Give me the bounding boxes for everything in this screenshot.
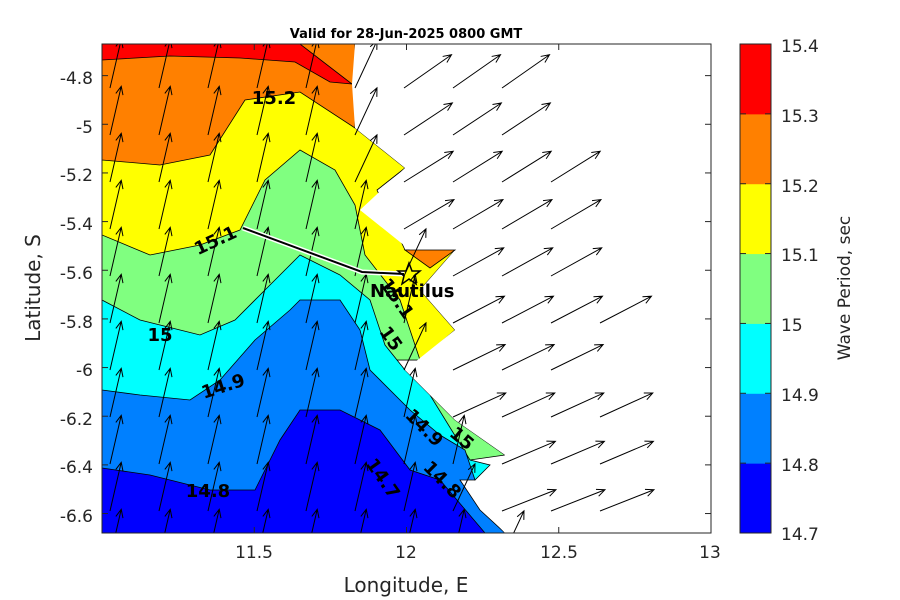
plot-area: 15.2 15.1 15 14.9 14.8 14.7 14.9 14.8 15… — [102, 39, 711, 558]
colorbar-tick-label: 15.4 — [781, 37, 819, 57]
colorbar-band — [740, 393, 771, 463]
y-tick-label: -6.4 — [60, 458, 93, 478]
colorbar-band — [740, 184, 771, 254]
colorbar-tick-label: 15.1 — [781, 246, 819, 266]
colorbar-band — [740, 254, 771, 324]
x-tick-label: 11.5 — [235, 543, 273, 563]
nautilus-label: Nautilus — [370, 281, 455, 302]
x-tick-label: 13 — [699, 543, 721, 563]
y-axis-label: Latitude, S — [21, 234, 45, 342]
colorbar-tick-label: 14.7 — [781, 525, 819, 545]
y-tick-label: -6.6 — [60, 507, 93, 527]
colorbar-band — [740, 114, 771, 184]
colorbar-bands — [740, 44, 771, 534]
colorbar-tick-label: 15 — [781, 316, 803, 336]
colorbar-tick-label: 15.3 — [781, 107, 819, 127]
map-title: Valid for 28-Jun-2025 0800 GMT — [290, 27, 523, 42]
y-tick-label: -4.8 — [60, 69, 93, 89]
y-tick-label: -5 — [76, 118, 93, 138]
x-tick-label: 12.5 — [540, 543, 578, 563]
y-tick-label: -6.2 — [60, 410, 93, 430]
y-tick-label: -5.4 — [60, 215, 93, 235]
colorbar-tick-label: 15.2 — [781, 177, 819, 197]
x-axis-label: Longitude, E — [344, 573, 469, 597]
wave-arrow — [600, 538, 655, 558]
colorbar-label: Wave Period, sec — [835, 216, 855, 361]
contour-label: 15.2 — [252, 88, 296, 109]
y-tick-label: -6 — [76, 361, 93, 381]
contour-label: 14.8 — [186, 481, 230, 502]
colorbar-tick-label: 14.8 — [781, 456, 819, 476]
y-tick-label: -5.8 — [60, 313, 93, 333]
contour-label: 15 — [147, 325, 172, 346]
colorbar-band — [740, 323, 771, 393]
colorbar-band — [740, 44, 771, 114]
y-tick-label: -5.6 — [60, 264, 93, 284]
colorbar-band — [740, 463, 771, 533]
colorbar: 15.4 15.3 15.2 15.1 15 14.9 14.8 14.7 Wa… — [740, 37, 855, 545]
colorbar-tick-label: 14.9 — [781, 386, 819, 406]
x-tick-label: 12 — [395, 543, 417, 563]
y-tick-label: -5.2 — [60, 166, 93, 186]
